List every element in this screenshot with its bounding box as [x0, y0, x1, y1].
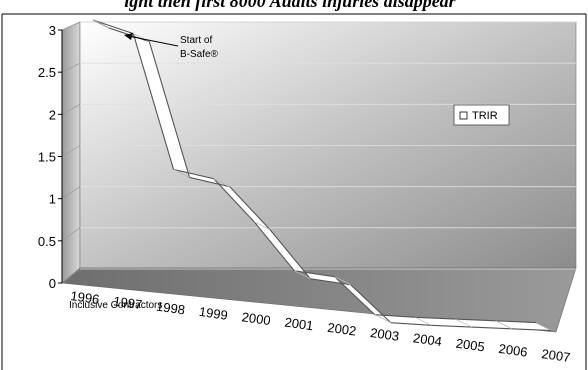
annotation-arrow-line [127, 35, 179, 47]
y-tick-label: 2.5 [38, 65, 56, 80]
gridline-depth [61, 186, 81, 199]
y-tick-label: 0 [49, 276, 56, 291]
data-point [455, 318, 472, 328]
x-tick-labels: 1996 1997 1998 1999 2000 2001 2002 2003 2004 2005… [70, 288, 572, 365]
data-point [374, 314, 392, 324]
data-point [495, 320, 512, 330]
side-wall [61, 21, 81, 284]
data-point [173, 169, 190, 178]
x-tick-label: 2001 [284, 314, 315, 333]
y-tick-label: 3 [49, 23, 56, 38]
x-tick-label: 2002 [326, 320, 357, 339]
data-point [415, 316, 432, 326]
x-tick-label: 2003 [369, 325, 400, 344]
data-point [92, 19, 110, 29]
legend [453, 104, 510, 126]
x-tick-label: 1998 [155, 299, 186, 318]
x-tick-label: 2004 [412, 330, 443, 349]
series-trir [92, 19, 553, 332]
x-tick-label: 2005 [455, 336, 486, 355]
legend-swatch [459, 111, 468, 120]
gridlines [61, 21, 576, 284]
y-axis [58, 29, 63, 284]
y-tick-label: 2 [49, 107, 56, 122]
gridline-depth [61, 227, 81, 242]
legend-label: TRIR [472, 110, 498, 122]
gridline-depth [61, 62, 81, 73]
gridline-depth [61, 268, 81, 284]
footer-label: Inclusive Contractors [69, 300, 162, 311]
x-tick-label: 1999 [198, 304, 229, 323]
data-point [213, 178, 230, 188]
y-tick-labels: 0 0.5 1 1.5 2 2.5 3 [38, 23, 56, 291]
data-point [535, 322, 553, 331]
chart-title: ight then first 8000 Audits injuries dis… [124, 0, 456, 11]
annotation-arrow-head [124, 33, 133, 40]
annotation-line1: Start of [180, 35, 212, 46]
y-tick-label: 1.5 [38, 150, 56, 165]
x-tick-label: 1997 [112, 293, 143, 312]
gridline-depth [61, 21, 81, 31]
annotation-line2: B-Safe® [180, 49, 219, 60]
y-tick-label: 0.5 [38, 234, 56, 249]
x-tick-label: 2006 [498, 341, 529, 360]
x-tick-label: 2000 [241, 309, 272, 328]
data-point [253, 221, 271, 231]
gridline-depth [61, 104, 81, 115]
x-tick-label: 2007 [541, 346, 572, 365]
x-tick-label: 1996 [70, 288, 101, 307]
y-tick-label: 1 [49, 192, 56, 207]
data-point [334, 276, 351, 286]
gridline-depth [61, 145, 81, 157]
data-point [294, 270, 311, 280]
